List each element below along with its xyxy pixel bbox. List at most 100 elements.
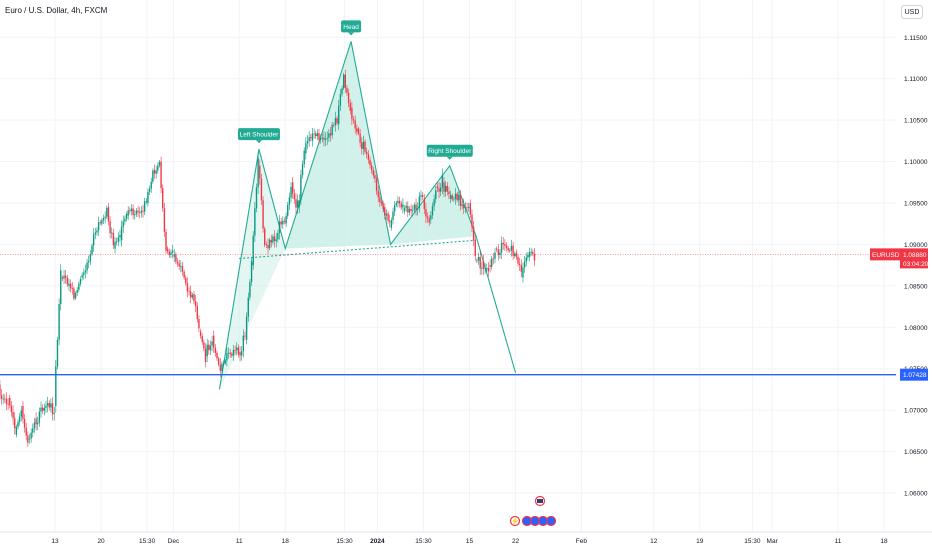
right-shoulder-label[interactable]: Right Shoulder: [426, 144, 473, 160]
candle: [53, 406, 55, 421]
candle: [273, 230, 276, 248]
candle: [278, 215, 281, 240]
candle: [143, 198, 146, 216]
candle: [390, 217, 393, 231]
candle: [142, 204, 144, 218]
candle-body: [313, 133, 315, 135]
candle-body: [375, 178, 378, 191]
candle-body: [181, 266, 184, 272]
candle: [97, 216, 100, 237]
candle-body: [125, 214, 128, 219]
candle-body: [97, 222, 100, 231]
candle: [199, 328, 202, 339]
candle: [28, 433, 31, 444]
candle: [2, 393, 4, 404]
candle-body: [226, 353, 228, 361]
candle-body: [99, 222, 101, 224]
candle-body: [438, 188, 440, 192]
candle-body: [189, 291, 192, 298]
candle-body: [56, 339, 59, 367]
events-row[interactable]: ⚡: [509, 495, 557, 527]
candle-body: [194, 301, 197, 306]
candle: [491, 255, 493, 270]
candle-body: [166, 248, 169, 252]
candle-body: [387, 213, 389, 221]
left-shoulder-label[interactable]: Left Shoulder: [237, 128, 280, 144]
candle: [454, 187, 457, 205]
candle-body: [178, 263, 180, 267]
candle: [236, 342, 238, 356]
candle-body: [111, 232, 113, 234]
time-axis[interactable]: 13 20 15:30 Dec 11 18 15:30 2024 15:30 15 22 Feb 12 1…: [0, 531, 932, 545]
candle: [262, 196, 264, 233]
candle: [505, 242, 508, 252]
time-axis-label: 2024: [370, 538, 385, 545]
candle-body: [293, 193, 296, 200]
candle-body: [515, 252, 518, 257]
candle: [333, 122, 335, 128]
candle: [60, 263, 62, 311]
candle-body: [407, 205, 409, 213]
candle: [413, 202, 416, 213]
candle-body: [17, 421, 19, 427]
candle-body: [308, 137, 310, 141]
candle-body: [398, 200, 401, 204]
candle: [96, 227, 98, 236]
candle-body: [130, 208, 133, 212]
candle-body: [400, 203, 402, 208]
candle-body: [140, 210, 143, 213]
candle-body: [523, 261, 526, 268]
candle: [206, 338, 208, 363]
candle: [9, 395, 11, 409]
candle: [400, 200, 402, 211]
head-and-shoulders-pattern[interactable]: [218, 41, 517, 390]
candle: [438, 181, 440, 199]
candle-body: [416, 208, 419, 210]
candle-body: [176, 261, 179, 264]
candle-body: [361, 142, 363, 149]
candle-body: [255, 187, 258, 209]
us-flag-icon[interactable]: [545, 515, 557, 527]
candle-body: [260, 178, 263, 201]
candle: [41, 404, 44, 415]
candle-body: [193, 294, 195, 302]
candle: [158, 160, 161, 168]
candle: [254, 202, 256, 243]
candle-body: [185, 277, 187, 284]
candle: [242, 329, 245, 358]
candle: [444, 181, 447, 197]
candle: [346, 84, 348, 96]
candle: [310, 133, 312, 142]
candle-body: [489, 265, 491, 267]
candle: [296, 194, 299, 214]
candle-body: [321, 137, 323, 139]
head-label[interactable]: Head: [341, 20, 362, 36]
candle-body: [30, 432, 32, 439]
candle: [308, 131, 310, 148]
candle: [15, 424, 18, 438]
candle-body: [471, 214, 473, 227]
candle-body: [40, 407, 42, 412]
candle: [469, 199, 472, 219]
candle: [145, 197, 147, 205]
candle: [387, 210, 389, 224]
candle: [231, 352, 233, 358]
candle-body: [277, 233, 279, 240]
candle-body: [232, 349, 235, 356]
candle: [178, 259, 180, 270]
flash-icon[interactable]: [509, 515, 521, 527]
candle-body: [147, 191, 149, 203]
candle: [196, 302, 198, 323]
currency-button[interactable]: USD: [901, 5, 923, 19]
candle-body: [64, 275, 67, 278]
candle: [84, 264, 87, 279]
candle-body: [497, 249, 499, 256]
candle-body: [247, 297, 249, 317]
us-flag-icon-inner: [537, 499, 543, 503]
left-shoulder-label-text: Left Shoulder: [240, 132, 280, 139]
candle-body: [421, 195, 424, 197]
candle: [89, 250, 92, 266]
candle: [430, 210, 432, 224]
